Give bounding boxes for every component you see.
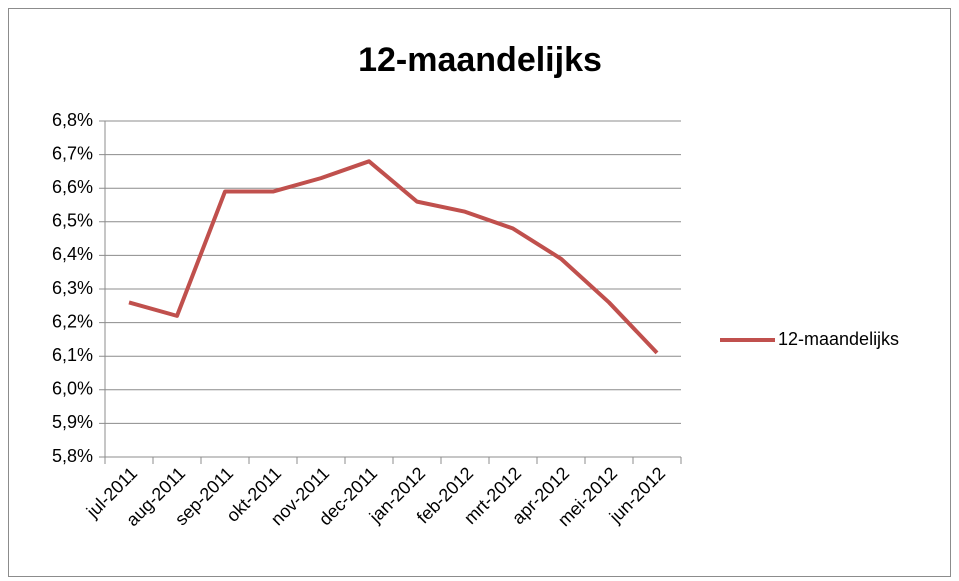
- y-tick-label: 6,6%: [52, 177, 93, 197]
- y-tick-label: 6,0%: [52, 379, 93, 399]
- y-tick-label: 5,8%: [52, 446, 93, 466]
- y-tick-label: 6,2%: [52, 311, 93, 331]
- y-tick-label: 6,8%: [52, 110, 93, 130]
- y-tick-label: 6,7%: [52, 143, 93, 163]
- chart-frame: [8, 8, 951, 577]
- y-tick-label: 6,1%: [52, 345, 93, 365]
- y-tick-label: 5,9%: [52, 412, 93, 432]
- series-line: [128, 159, 659, 355]
- legend-label: 12-maandelijks: [778, 329, 899, 349]
- chart-title: 12-maandelijks: [358, 41, 602, 79]
- y-tick-label: 6,3%: [52, 278, 93, 298]
- y-tick-label: 6,4%: [52, 244, 93, 264]
- y-tick-label: 6,5%: [52, 211, 93, 231]
